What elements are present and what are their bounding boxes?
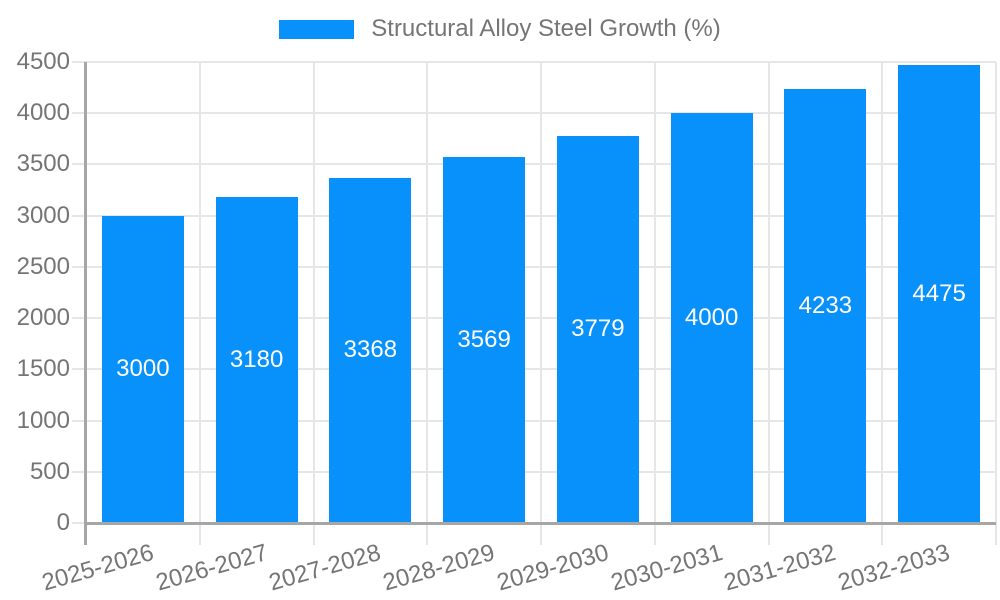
bar[interactable] (670, 113, 753, 523)
chart-legend[interactable]: Structural Alloy Steel Growth (%) (0, 14, 1000, 44)
bar-value-label: 3779 (571, 315, 625, 343)
bar-value-label: 4000 (684, 304, 739, 332)
bar-value-label: 4233 (798, 292, 853, 320)
x-gridline (540, 62, 542, 545)
bar-value-label: 4475 (912, 279, 966, 307)
y-tick-label: 500 (29, 457, 70, 485)
y-gridline (72, 265, 996, 268)
bar-value-label: 3180 (229, 346, 284, 374)
y-axis-line (84, 62, 87, 545)
x-gridline (881, 62, 884, 545)
y-gridline (72, 419, 996, 422)
x-gridline (312, 62, 315, 545)
y-tick-label: 2500 (16, 252, 70, 280)
y-tick-label: 2000 (16, 304, 70, 332)
x-gridline (426, 62, 429, 545)
y-tick-label: 3000 (16, 201, 70, 229)
bar[interactable] (784, 89, 867, 523)
bar-value-label: 3569 (457, 326, 511, 354)
y-tick-label: 1000 (16, 406, 70, 434)
bar[interactable] (443, 157, 526, 523)
y-tick-label: 1500 (16, 355, 70, 383)
y-gridline (72, 112, 996, 115)
x-gridline (767, 62, 770, 545)
legend-label: Structural Alloy Steel Growth (%) (371, 15, 721, 42)
bar-value-label: 3368 (343, 336, 398, 364)
y-tick-label: 4000 (16, 99, 70, 127)
y-tick-label: 0 (56, 509, 70, 536)
y-gridline (72, 317, 996, 320)
y-gridline (72, 163, 996, 166)
bar[interactable] (101, 215, 184, 523)
x-gridline (995, 62, 997, 545)
y-gridline (72, 470, 996, 473)
legend-swatch (279, 19, 355, 39)
y-gridline (72, 214, 996, 217)
bar[interactable] (329, 177, 412, 523)
y-tick-label: 3500 (16, 150, 70, 178)
bar[interactable] (215, 197, 298, 523)
x-axis-line (84, 522, 996, 525)
x-gridline (198, 62, 201, 545)
x-gridline (653, 62, 656, 545)
y-gridline (72, 368, 996, 371)
bar-value-label: 3000 (116, 355, 170, 383)
y-tick-label: 4500 (16, 48, 70, 75)
bar[interactable] (898, 64, 981, 523)
y-gridline (72, 61, 996, 63)
bar[interactable] (556, 135, 639, 523)
